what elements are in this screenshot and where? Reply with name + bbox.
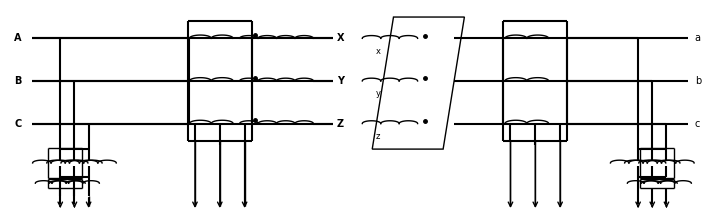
Text: c: c [695,119,700,128]
Text: B: B [14,76,21,86]
Text: z: z [376,132,380,141]
Text: Y: Y [337,76,344,86]
Text: b: b [695,76,701,86]
Text: C: C [14,119,21,128]
Text: y: y [376,89,381,98]
Text: x: x [376,47,381,56]
Text: a: a [695,33,700,43]
Text: X: X [337,33,345,43]
Text: A: A [14,33,22,43]
Text: Z: Z [337,119,344,128]
